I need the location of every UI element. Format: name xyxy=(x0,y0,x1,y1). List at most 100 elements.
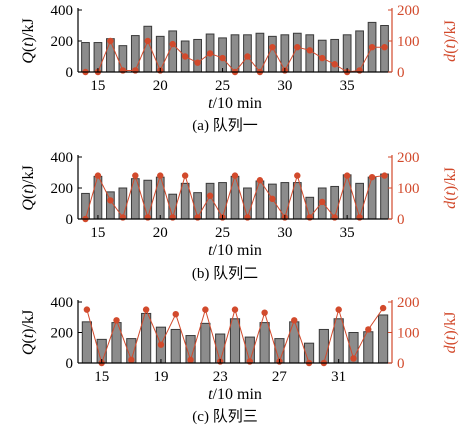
bar xyxy=(355,182,364,220)
d-series-point xyxy=(181,172,189,179)
y-tick-label: 400 xyxy=(51,150,74,166)
d-series-point xyxy=(343,172,351,179)
d-series-point xyxy=(94,172,102,179)
d-series-point xyxy=(356,67,363,74)
bar xyxy=(342,174,352,220)
y2-axis-label: d(t)/kJ xyxy=(442,312,459,354)
y-axis-label: Q(t)/kJ xyxy=(20,310,37,355)
d-series-point xyxy=(107,197,114,204)
d-series-point xyxy=(350,355,357,362)
x-tick-label: 25 xyxy=(215,225,230,241)
d-series-point xyxy=(256,177,264,184)
bar xyxy=(81,42,90,73)
y-tick-label: 400 xyxy=(51,295,74,311)
d-series-point xyxy=(368,44,376,51)
y-axis-label: Q(t)/kJ xyxy=(20,18,37,63)
y-tick-label: 0 xyxy=(66,212,74,228)
bar xyxy=(143,179,153,220)
y2-tick-label: 0 xyxy=(397,356,405,372)
d-series-point xyxy=(244,53,251,60)
bar xyxy=(168,30,178,73)
x-axis-label: t/10 min xyxy=(208,386,262,403)
d-series-point xyxy=(294,44,301,51)
x-tick-label: 35 xyxy=(340,225,355,241)
d-series-point xyxy=(128,356,135,364)
d-series-point xyxy=(231,172,239,179)
d-series-point xyxy=(381,172,388,179)
d-series-point xyxy=(119,214,127,221)
d-series-point xyxy=(142,306,150,313)
panel-c: 0 200 400 0 100 200 15 19 23 27 31 Q(t)/kJ d(t)/kJ t/… xyxy=(20,295,459,425)
d-series-point xyxy=(319,198,326,206)
bar xyxy=(81,192,90,220)
d-series-point xyxy=(368,173,376,181)
y2-axis-label: d(t)/kJ xyxy=(442,20,459,62)
d-series-point xyxy=(219,54,226,62)
d-series-point xyxy=(157,341,165,348)
y2-tick-label: 0 xyxy=(397,212,405,228)
bar xyxy=(155,35,165,73)
x-tick-label: 23 xyxy=(213,369,228,385)
d-series-point xyxy=(181,53,189,60)
d-series-point xyxy=(291,317,298,324)
d-series-point xyxy=(132,67,139,74)
d-series-point xyxy=(381,44,388,51)
bar xyxy=(180,182,190,220)
bar xyxy=(230,34,240,73)
bar xyxy=(93,42,103,73)
bar xyxy=(255,180,265,220)
bar xyxy=(380,173,389,220)
x-axis-label: t/10 min xyxy=(208,95,262,112)
d-series-point xyxy=(157,172,164,179)
x-tick-label: 30 xyxy=(277,78,292,94)
y2-tick-label: 200 xyxy=(397,295,420,311)
d-series-point xyxy=(169,214,176,221)
d-series-point xyxy=(269,44,276,51)
panel-caption: (a) 队列一 xyxy=(192,117,257,134)
x-tick-label: 20 xyxy=(153,225,168,241)
y2-tick-label: 0 xyxy=(397,65,405,81)
d-series-point xyxy=(194,59,201,66)
d-series-point xyxy=(113,317,120,324)
panel-a: 0 200 400 0 100 200 15 20 25 30 35 Q(t)/kJ d(t)/kJ t/… xyxy=(20,3,459,134)
d-series-point xyxy=(294,172,301,179)
y2-tick-label: 200 xyxy=(397,3,420,19)
bar xyxy=(193,38,202,73)
panel-b: 0 200 400 0 100 200 15 20 25 30 35 Q(t)/kJ d(t)/kJ t/… xyxy=(20,150,459,282)
bar xyxy=(318,328,329,364)
d-series-point xyxy=(231,306,239,313)
y-tick-label: 0 xyxy=(66,356,74,372)
bar xyxy=(130,35,140,73)
d-series-point xyxy=(172,311,179,318)
d-series-point xyxy=(331,61,338,68)
bar xyxy=(230,175,240,220)
d-series-point xyxy=(169,40,176,48)
d-series-point xyxy=(365,326,372,333)
bar xyxy=(367,176,377,220)
y2-tick-label: 100 xyxy=(397,181,420,197)
bar xyxy=(342,34,352,73)
d-series-point xyxy=(356,214,363,221)
x-tick-label: 35 xyxy=(340,78,355,94)
x-tick-label: 20 xyxy=(153,78,168,94)
d-series-point xyxy=(107,37,114,45)
x-tick-label: 27 xyxy=(272,369,288,385)
d-series-point xyxy=(119,67,127,74)
x-tick-label: 19 xyxy=(153,369,168,385)
bar xyxy=(292,182,302,220)
d-series-point xyxy=(202,306,209,313)
y-tick-label: 200 xyxy=(51,181,74,197)
bar xyxy=(143,25,153,73)
d-series-point xyxy=(187,356,194,364)
y-tick-label: 200 xyxy=(51,326,74,342)
d-series-point xyxy=(319,54,326,62)
d-series-point xyxy=(144,214,151,221)
y-tick-label: 200 xyxy=(51,34,74,50)
x-tick-label: 31 xyxy=(331,369,346,385)
bar xyxy=(81,321,92,364)
bar xyxy=(200,322,211,364)
d-series-point xyxy=(83,306,91,313)
d-series-point xyxy=(206,50,214,57)
bar xyxy=(170,328,181,364)
x-tick-label: 30 xyxy=(277,225,292,241)
